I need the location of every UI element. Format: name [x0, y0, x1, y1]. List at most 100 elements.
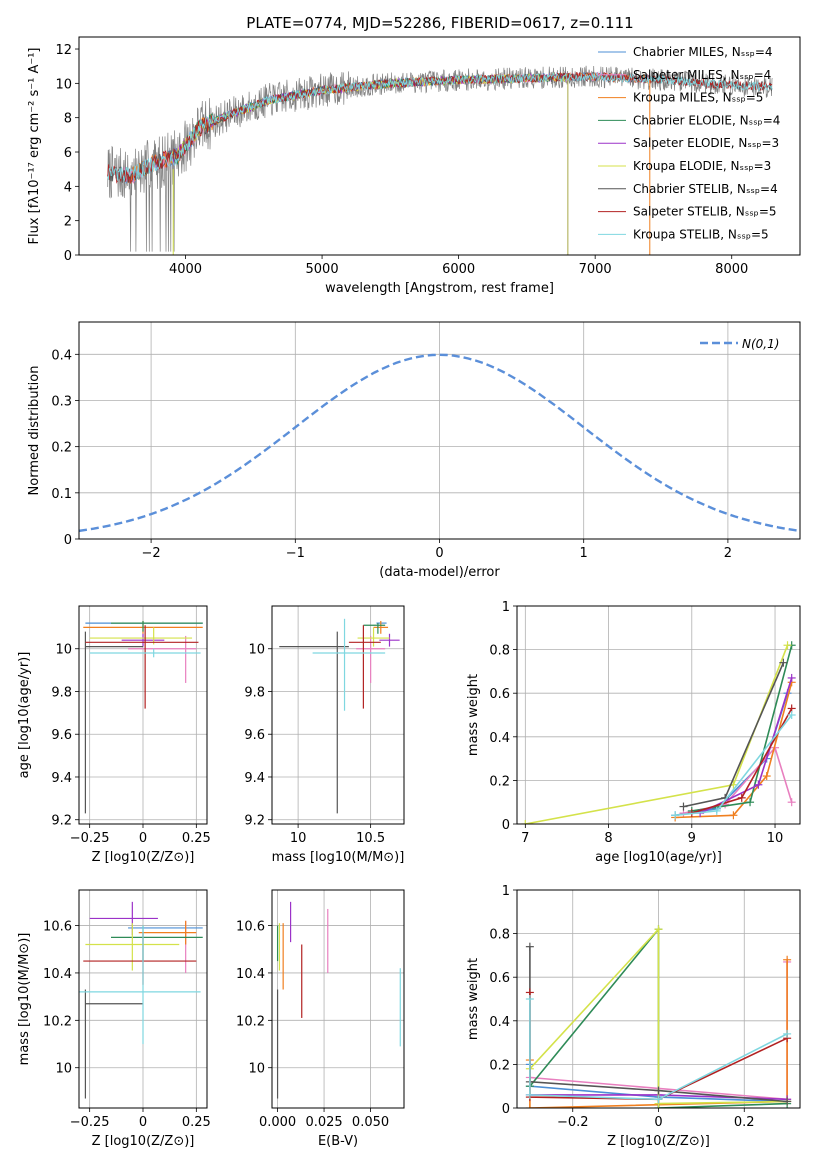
plot-area — [79, 901, 203, 1099]
x-tick-label: −1 — [286, 546, 305, 561]
errorbar-point — [89, 627, 193, 645]
y-tick-label: 9.4 — [51, 771, 72, 786]
panel-mass-vs-EBV: 0.000 0.025 0.050 10 10.2 10.4 10.6 E(B-V) — [236, 889, 405, 1149]
y-axis-label: Flux [fλ10⁻¹⁷ erg cm⁻² s⁻¹ A⁻¹] — [27, 48, 42, 245]
x-tick-label: 2 — [724, 546, 732, 561]
series-line — [675, 682, 793, 819]
y-tick-label: 0.8 — [489, 928, 510, 943]
errorbar-point — [348, 625, 381, 709]
legend-label: Chabrier ELODIE, Nₛₛₚ=4 — [633, 113, 780, 127]
y-tick-label: 0.4 — [489, 731, 510, 746]
x-tick-label: 0.25 — [182, 1115, 211, 1130]
axes-frame — [516, 889, 801, 1109]
y-tick-label: 0.2 — [489, 1058, 510, 1073]
y-tick-label: 10.6 — [236, 920, 265, 935]
errorbar-point — [89, 901, 158, 936]
series-marker — [787, 711, 796, 719]
series-marker — [654, 1086, 663, 1095]
series-marker — [783, 1097, 792, 1106]
y-tick-label: 0.6 — [489, 687, 510, 702]
y-tick-label: 9.6 — [51, 728, 72, 743]
y-tick-label: 0.4 — [489, 1015, 510, 1030]
x-axis-label: Z [log10(Z/Z⊙)] — [92, 1134, 195, 1149]
errorbar-point — [379, 633, 400, 647]
plot-area — [276, 901, 401, 1099]
series-marker — [779, 658, 788, 667]
errorbar-point — [85, 625, 199, 709]
axes-frame — [516, 605, 801, 825]
panel-spectrum: 4000 5000 6000 7000 8000 0 2 4 6 8 10 12 wavelength … — [27, 36, 801, 296]
x-axis-label: Z [log10(Z/Z⊙)] — [92, 850, 195, 865]
y-tick-label: 0.4 — [51, 348, 72, 363]
y-tick-label: 10.2 — [236, 1014, 265, 1029]
x-tick-label: −0.2 — [557, 1115, 589, 1130]
series-marker — [525, 942, 534, 951]
series-marker — [679, 802, 688, 811]
plot-area — [83, 620, 203, 814]
y-tick-label: 9.2 — [51, 814, 72, 829]
x-axis-label: age [log10(age/yr)] — [595, 850, 722, 865]
x-axis-label: (data-model)/error — [379, 565, 500, 580]
axes-frame — [78, 36, 801, 256]
x-tick-label: 0 — [435, 546, 443, 561]
errorbar-point — [111, 925, 203, 962]
x-tick-label: −0.25 — [70, 831, 110, 846]
legend-label: N(0,1) — [742, 337, 779, 351]
figure-title: PLATE=0774, MJD=52286, FIBERID=0617, z=0… — [246, 14, 633, 32]
x-tick-label: 6000 — [442, 262, 475, 277]
errorbar-point — [84, 989, 143, 1099]
series-line — [529, 927, 788, 1105]
x-tick-label: 1 — [580, 546, 588, 561]
y-axis-label: mass weight — [466, 958, 481, 1040]
panel-mass-vs-Z: −0.25 0 0.25 10 10.2 10.4 10.6 Z [log10(Z/Z⊙)] m… — [17, 889, 211, 1149]
errorbar-point — [356, 635, 386, 683]
x-tick-label: 0.000 — [259, 1115, 296, 1130]
legend-label: Kroupa STELIB, Nₛₛₚ=5 — [633, 227, 769, 241]
x-tick-label: 10 — [767, 831, 784, 846]
legend-label: Chabrier STELIB, Nₛₛₚ=4 — [633, 182, 778, 196]
errorbar-point — [121, 633, 165, 647]
errorbar-point — [357, 627, 390, 647]
y-tick-label: 0 — [502, 818, 510, 833]
y-axis-label: mass weight — [466, 674, 481, 756]
series-marker — [787, 798, 796, 807]
y-tick-label: 0.3 — [51, 394, 72, 409]
series-marker — [783, 641, 792, 650]
x-tick-label: 8 — [604, 831, 612, 846]
series-marker — [729, 811, 738, 820]
y-tick-label: 0 — [64, 533, 72, 548]
x-axis-label: E(B-V) — [318, 1134, 358, 1149]
x-tick-label: 0.2 — [734, 1115, 755, 1130]
x-tick-label: 7 — [521, 831, 529, 846]
y-tick-label: 9.6 — [244, 728, 265, 743]
plot-area — [279, 618, 400, 814]
errorbar-point — [312, 618, 386, 711]
y-tick-label: 10.4 — [43, 967, 72, 982]
y-tick-label: 9.2 — [244, 814, 265, 829]
chart-layer: 4000 5000 6000 7000 8000024681012wavelength … — [17, 36, 801, 1149]
y-tick-label: 0 — [64, 249, 72, 264]
x-tick-label: −2 — [142, 546, 161, 561]
errorbar-point — [83, 932, 197, 985]
errorbar-point — [79, 925, 201, 1045]
x-tick-label: 0 — [139, 831, 147, 846]
panel-residuals: −2 −1 0 1 2 0 0.1 0.2 0.3 0.4 (data-model)/error No… — [27, 321, 801, 580]
y-axis-label: age [log10(age/yr)] — [17, 652, 32, 779]
errorbar-point — [89, 648, 201, 658]
axes-frame — [78, 605, 208, 825]
y-tick-label: 10.6 — [43, 920, 72, 935]
y-tick-label: 10 — [248, 643, 265, 658]
errorbar-point — [279, 631, 349, 814]
y-tick-label: 0.8 — [489, 644, 510, 659]
series-marker — [654, 1095, 663, 1104]
x-axis-label: wavelength [Angstrom, rest frame] — [325, 281, 554, 296]
legend-label: Kroupa ELODIE, Nₛₛₚ=3 — [633, 159, 771, 173]
x-tick-label: 10.5 — [356, 831, 385, 846]
series-marker — [525, 1104, 534, 1108]
y-tick-label: 10 — [248, 1062, 265, 1077]
y-tick-label: 9.4 — [244, 771, 265, 786]
model-line — [107, 71, 773, 181]
errorbar-point — [128, 635, 197, 683]
model-line — [171, 73, 568, 165]
